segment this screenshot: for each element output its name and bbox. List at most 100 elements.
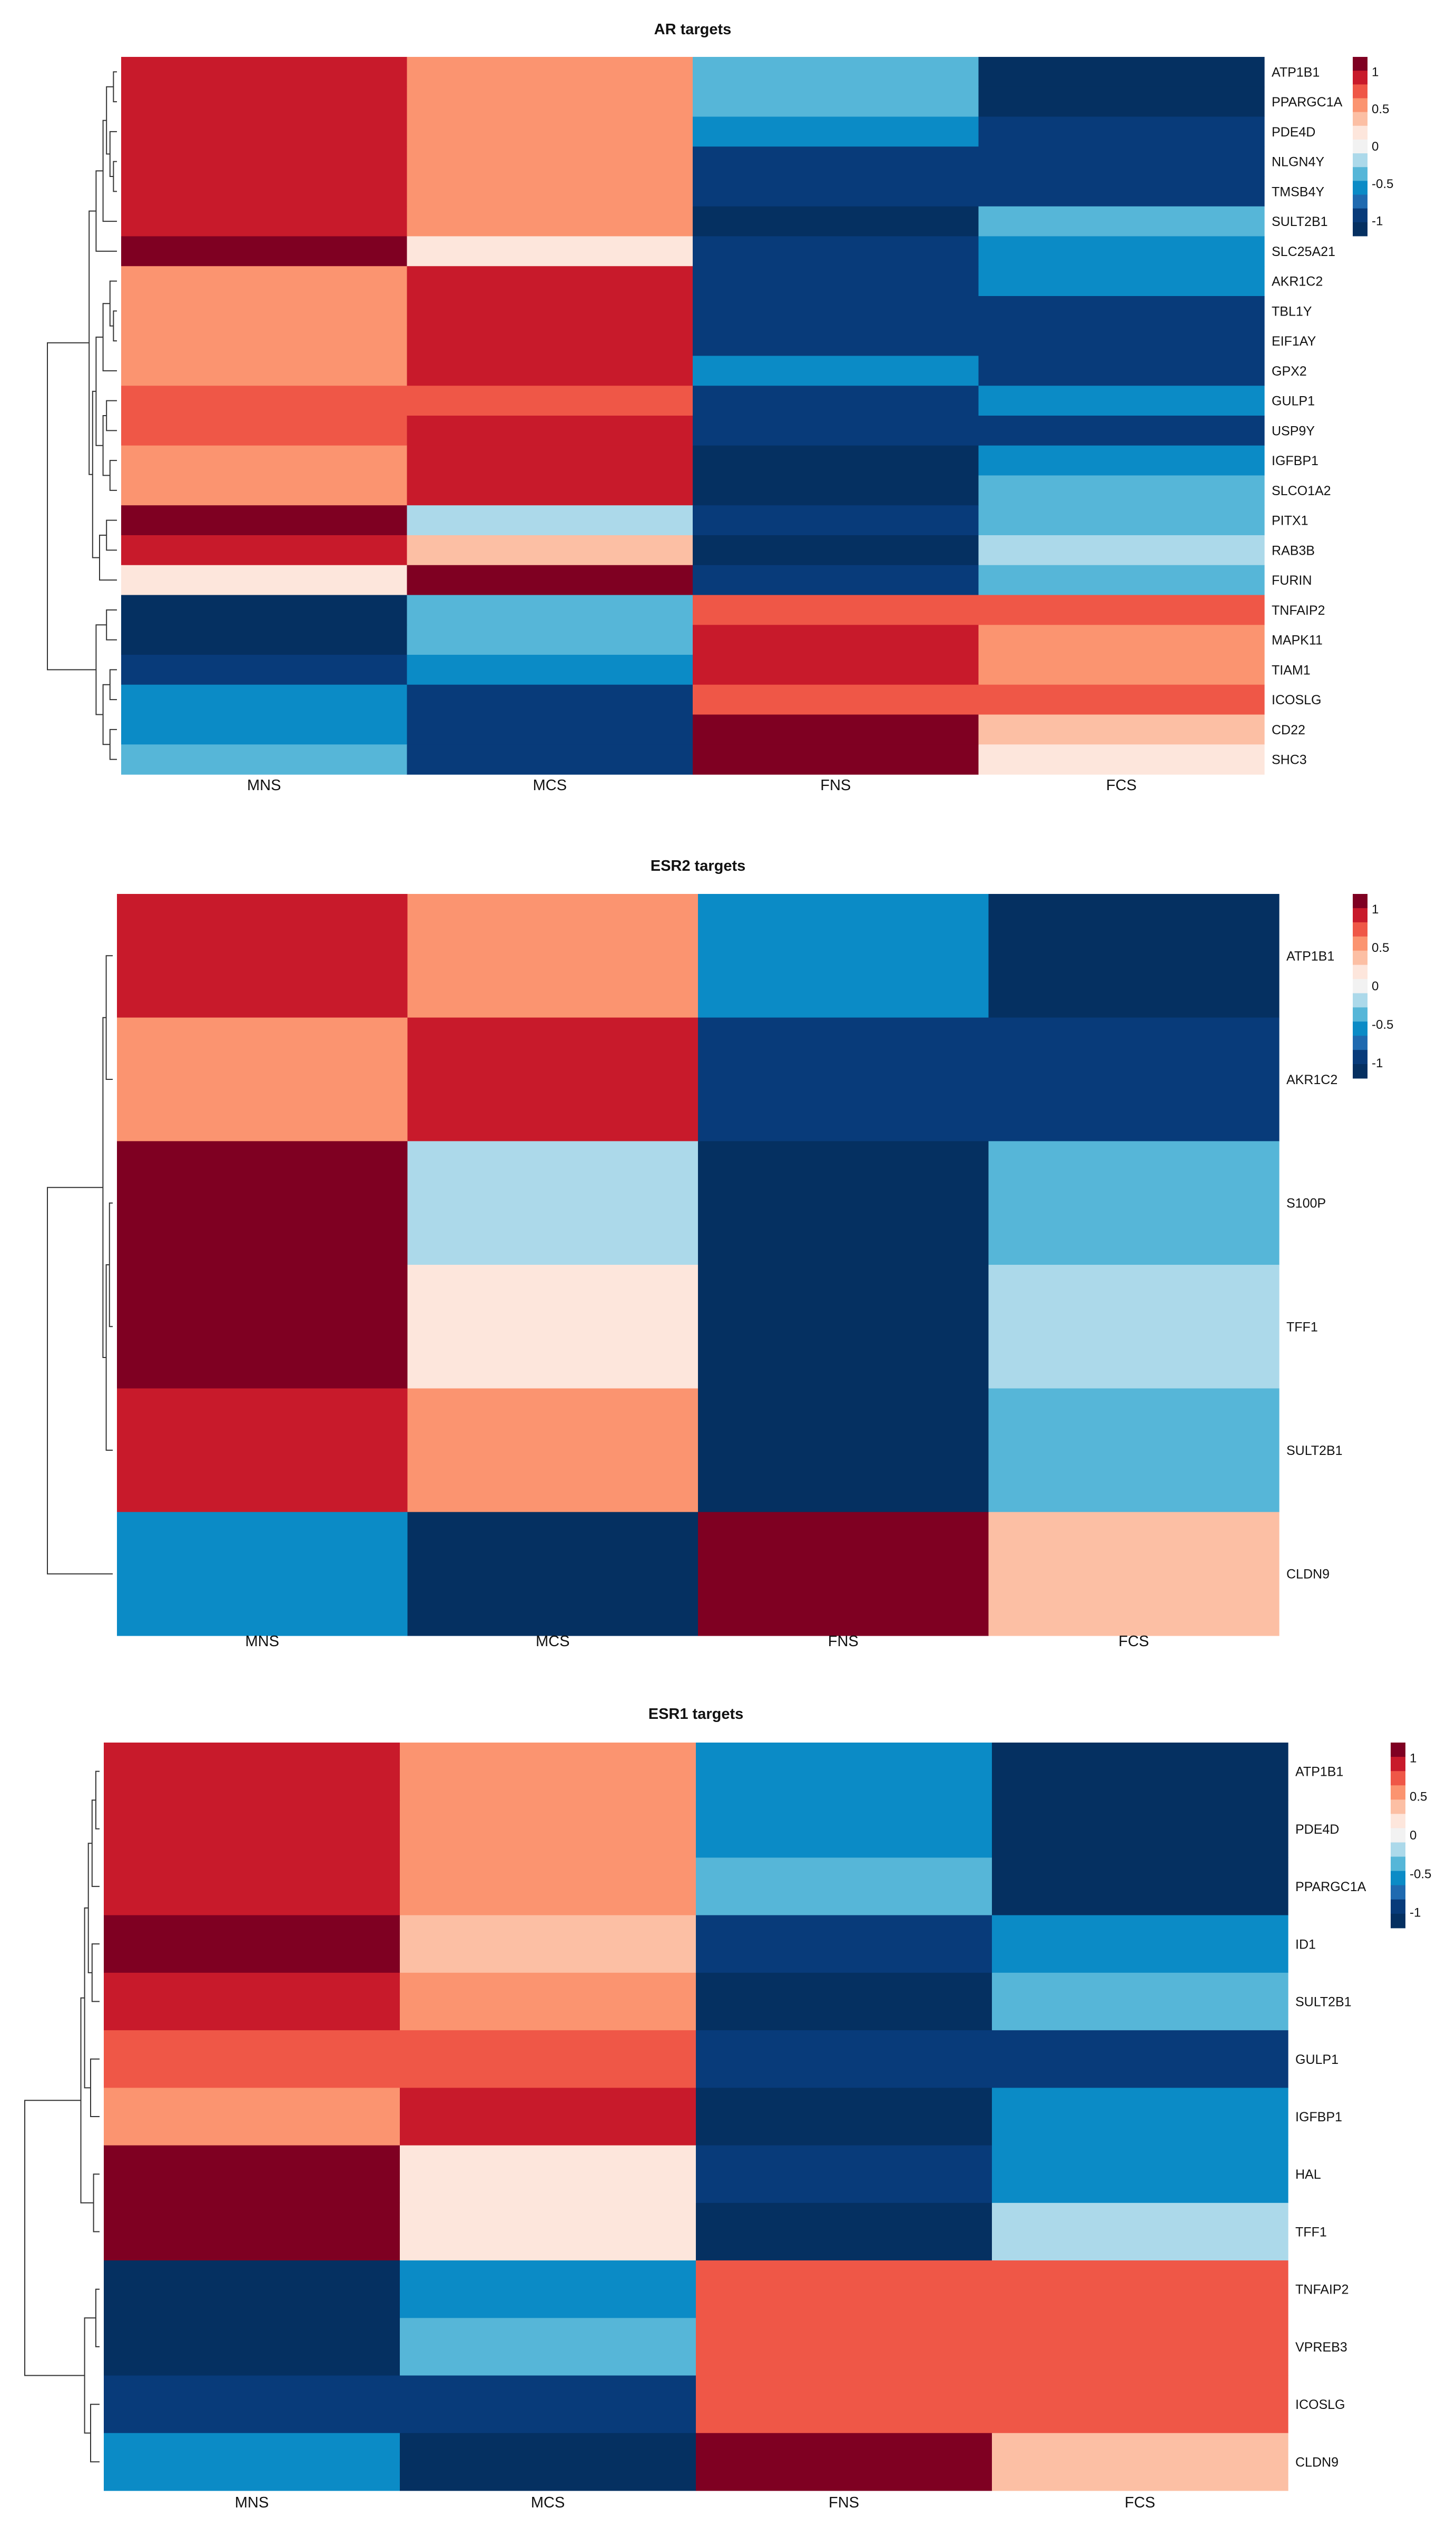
legend-swatch [1353, 153, 1368, 168]
column-label: MCS [536, 1633, 569, 1650]
row-label: SULT2B1 [1295, 1995, 1352, 2010]
heatmap-cell [978, 356, 1265, 386]
row-label: GULP1 [1295, 2052, 1339, 2067]
legend-swatch [1353, 57, 1368, 71]
heatmap-cell [696, 1857, 992, 1916]
legend-tick-label: 0.5 [1372, 941, 1389, 955]
legend-swatch [1391, 1757, 1405, 1772]
row-label: AKR1C2 [1272, 274, 1323, 289]
heatmap-cell [696, 2030, 992, 2088]
heatmap-cell [400, 1915, 696, 1973]
row-label: SULT2B1 [1272, 214, 1328, 229]
heatmap-cell [696, 2433, 992, 2491]
heatmap-cell [978, 445, 1265, 476]
column-label: MCS [533, 777, 567, 794]
heatmap-cell [992, 1800, 1288, 1858]
row-label: CD22 [1272, 723, 1305, 737]
heatmap-cell [693, 86, 979, 117]
heatmap-cell [104, 2030, 400, 2088]
row-label: S100P [1286, 1196, 1326, 1211]
heatmap-cell [121, 176, 408, 207]
legend-tick-label: 0 [1410, 1828, 1416, 1843]
legend-swatch [1353, 71, 1368, 85]
legend-tick-label: -0.5 [1372, 1018, 1393, 1032]
column-label: FCS [1118, 1633, 1149, 1650]
heatmap-cell [104, 2202, 400, 2261]
row-label: PITX1 [1272, 514, 1308, 528]
heatmap-cell [121, 386, 408, 416]
legend-tick-label: 1 [1410, 1751, 1416, 1765]
legend-swatch [1353, 181, 1368, 195]
heatmap-cell [117, 894, 408, 1018]
heatmap-cell [698, 1512, 989, 1636]
row-label: SHC3 [1272, 753, 1307, 768]
heatmap-cell [992, 1915, 1288, 1973]
heatmap-cell [400, 2318, 696, 2376]
row-label: FURIN [1272, 573, 1312, 588]
chart-title: AR targets [654, 21, 732, 38]
heatmap-cell [407, 1512, 699, 1636]
heatmap-cell [104, 1972, 400, 2031]
color-legend: 1 0.5 0 -0.5 -1 [1353, 57, 1393, 237]
heatmap-cell [693, 565, 979, 596]
legend-swatch [1353, 208, 1368, 223]
heatmap-cell [693, 236, 979, 267]
heatmap-cell [407, 266, 693, 297]
row-label: ICOSLG [1272, 693, 1321, 707]
legend-swatch [1353, 194, 1368, 209]
legend-swatch [1353, 1007, 1368, 1022]
heatmap-cell [400, 1743, 696, 1801]
dendrogram-branch [47, 1187, 113, 1575]
color-legend: 1 0.5 0 -0.5 -1 [1353, 894, 1393, 1079]
chart-title: ESR2 targets [651, 858, 746, 874]
dendrogram-branch [95, 624, 107, 715]
legend-swatch [1353, 993, 1368, 1008]
heatmap-cell [696, 2375, 992, 2434]
heatmap-cell [407, 894, 699, 1018]
row-label: PDE4D [1295, 1822, 1339, 1837]
heatmap-cell [407, 146, 693, 177]
row-label: CLDN9 [1295, 2455, 1339, 2470]
heatmap-cell [693, 326, 979, 357]
heatmap-cell [693, 416, 979, 446]
column-label: MNS [245, 1633, 279, 1650]
dendrogram-branch [109, 1202, 113, 1327]
heatmap-cell [693, 386, 979, 416]
legend-swatch [1391, 1885, 1405, 1900]
heatmap-cell [407, 625, 693, 655]
heatmap-cell [400, 2202, 696, 2261]
heatmap-cell [121, 326, 408, 357]
dendrogram-branch [106, 519, 117, 551]
heatmap-cell [121, 445, 408, 476]
legend-swatch [1391, 1856, 1405, 1872]
heatmap-cell [121, 86, 408, 117]
heatmap-cell [121, 266, 408, 297]
legend-swatch [1353, 979, 1368, 993]
heatmap-cell [407, 356, 693, 386]
heatmap-cell [978, 714, 1265, 745]
heatmap-cell [400, 2145, 696, 2203]
heatmap-cell [117, 1017, 408, 1142]
row-label: NLGN4Y [1272, 155, 1324, 170]
heatmap-cell [407, 655, 693, 685]
heatmap-cell [978, 505, 1265, 536]
heatmap-cell [696, 1972, 992, 2031]
legend-swatch [1353, 1050, 1368, 1065]
heatmap-cell [104, 1857, 400, 1916]
heatmap-cell [978, 116, 1265, 147]
heatmap-cell [104, 1743, 400, 1801]
heatmap-cell [693, 266, 979, 297]
heatmap-cell [696, 1743, 992, 1801]
dendrogram-branch [90, 2058, 100, 2117]
row-label: MAPK11 [1272, 633, 1323, 648]
heatmap-cell [992, 2433, 1288, 2491]
heatmap-cell [992, 2260, 1288, 2318]
heatmap-cell [693, 595, 979, 625]
heatmap-cell [121, 236, 408, 267]
heatmap-cell [407, 475, 693, 506]
column-label: FNS [828, 1633, 859, 1650]
heatmap-cell [992, 2202, 1288, 2261]
dendrogram-branch [47, 342, 96, 671]
dendrogram-branch [80, 1997, 94, 2203]
